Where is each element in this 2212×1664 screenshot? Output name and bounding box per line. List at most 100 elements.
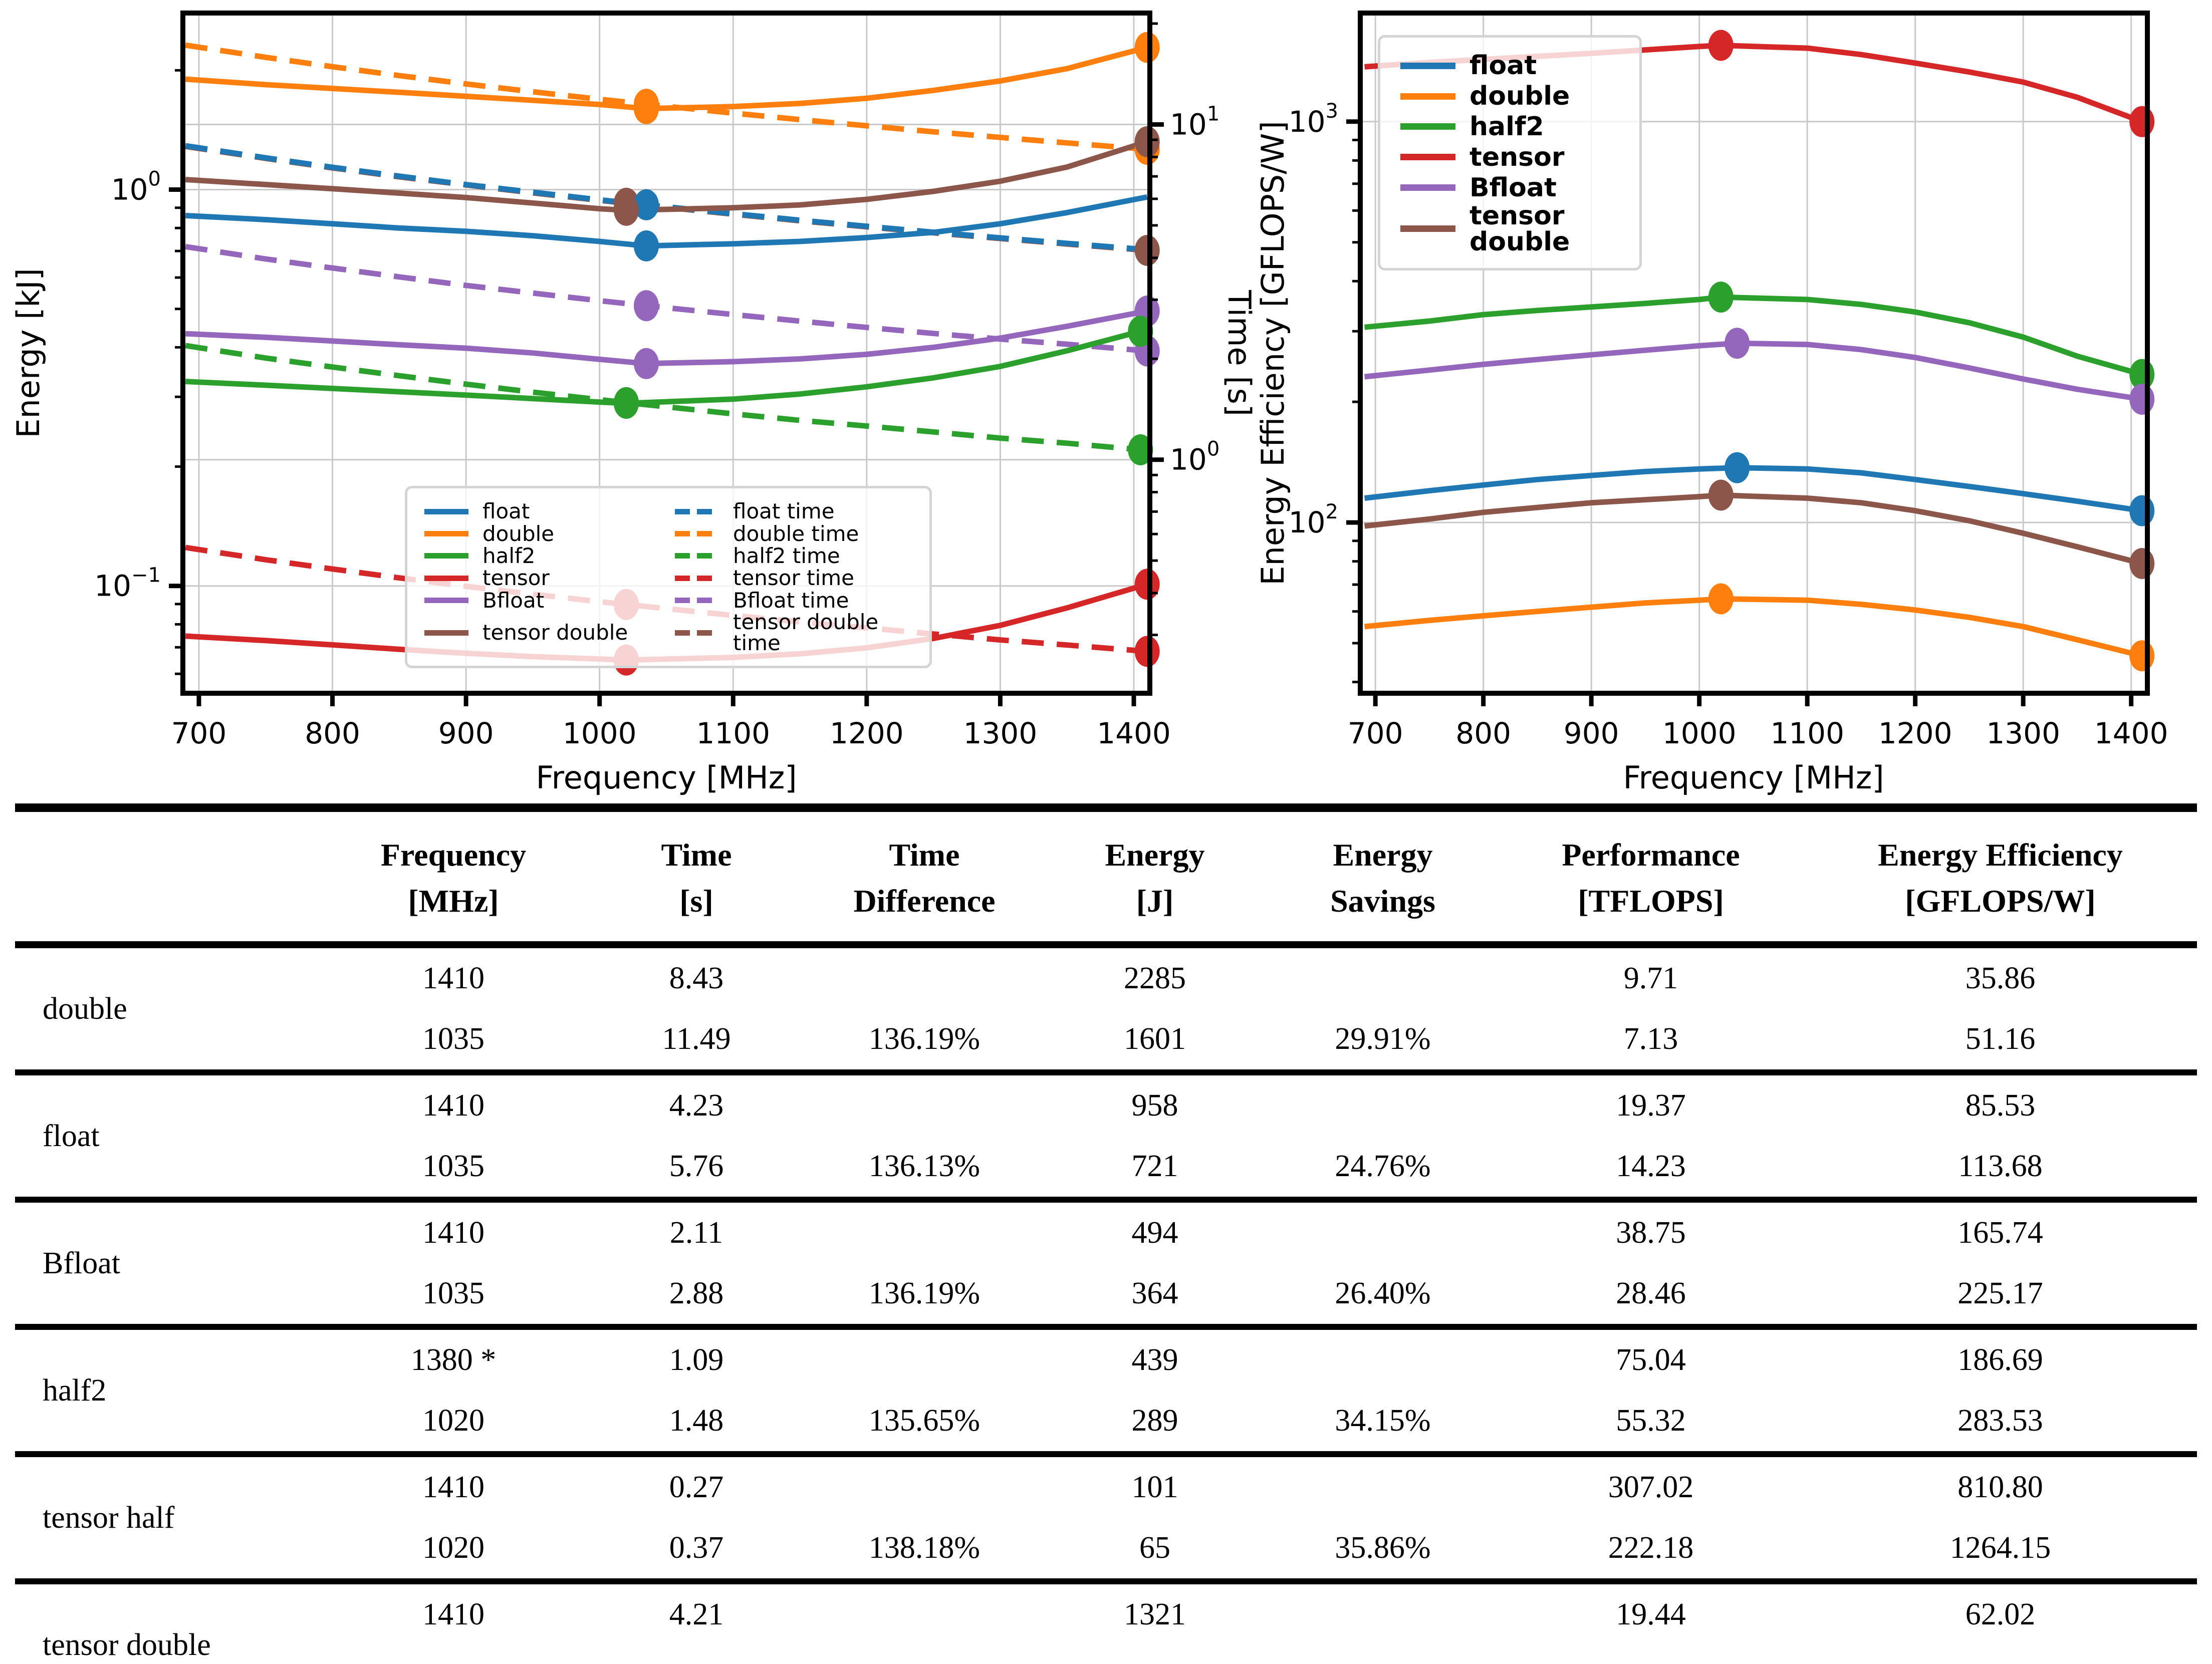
table-row: half2 1380 * 1.09 439 75.04 186.69 xyxy=(15,1327,2197,1408)
legend-entry-Bfloat: Bfloat xyxy=(424,590,675,612)
header-line: [GFLOPS/W] xyxy=(1905,883,2096,919)
table-row: double 1410 8.43 2285 9.71 35.86 xyxy=(15,945,2197,1026)
marker-tensor-double xyxy=(2129,548,2155,579)
marker-Bfloat xyxy=(2129,384,2155,415)
x-axis-label: Frequency [MHz] xyxy=(536,759,797,796)
x-tick-label: 1100 xyxy=(696,716,770,750)
table-cell: 4.23 xyxy=(669,1088,724,1123)
table-cell: 1410 xyxy=(422,961,484,995)
table-row: 10205.82138.19%88732.82%14.0792.32 xyxy=(15,1645,2197,1664)
charts-row: 700 800 900 1000 1100 1200 1300 1400 100 10−1 101 1… xyxy=(0,0,2212,802)
table-cell: 8.43 xyxy=(669,961,724,995)
x-tick-label: 900 xyxy=(438,716,494,750)
table-cell: 225.17 xyxy=(1957,1276,2043,1310)
header-line: Difference xyxy=(853,883,996,919)
plot-border xyxy=(1358,11,2150,696)
table-cell: 28.46 xyxy=(1616,1276,1686,1310)
table-cell: 5.82 xyxy=(586,1645,807,1664)
table-cell: 11.49 xyxy=(662,1022,731,1056)
y-axis-label-right: Time [s] xyxy=(1221,290,1258,416)
row-label-tensor-double: tensor double xyxy=(43,1627,211,1662)
x-tick-label: 1400 xyxy=(2094,716,2168,750)
table-cell: 222.18 xyxy=(1608,1531,1694,1565)
legend-entry-float-time: float time xyxy=(675,500,924,522)
header-line: Time xyxy=(661,837,732,873)
table-cell: 1321 xyxy=(1124,1597,1186,1631)
row-label-Bfloat: Bfloat xyxy=(43,1246,120,1280)
legend-label: float time xyxy=(733,499,835,524)
legend-entry-tensor: tensor xyxy=(424,567,675,589)
x-tick-label: 1400 xyxy=(1097,716,1171,750)
table-cell: 34.15% xyxy=(1335,1404,1431,1438)
legend-label: double time xyxy=(733,521,859,546)
series-float-time xyxy=(185,143,1148,252)
series-float xyxy=(1364,465,2142,514)
marker-half2 xyxy=(1128,316,1153,347)
table-cell: 439 xyxy=(1131,1343,1178,1377)
header-line: [TFLOPS] xyxy=(1578,883,1724,919)
table-cell: 136.19% xyxy=(868,1022,980,1056)
marker-double xyxy=(634,93,659,124)
marker-tensor-double-time xyxy=(1134,234,1160,266)
marker-double xyxy=(1134,32,1160,63)
table-cell: 4.21 xyxy=(669,1597,724,1631)
marker-tensor-double xyxy=(1134,126,1160,157)
legend-swatch-Bfloat-time xyxy=(675,598,719,604)
results-table: Frequency [MHz] Time [s] Time Difference Energ… xyxy=(15,803,2197,1664)
legend-swatch-half2 xyxy=(424,553,468,559)
table-cell: 1035 xyxy=(422,1022,484,1056)
marker-tensor-time xyxy=(1134,636,1160,667)
legend-label: half2 time xyxy=(733,543,840,568)
legend-entry-tensor-double: tensor double xyxy=(424,612,675,654)
table-row: tensor half 1410 0.27 101 307.02 810.80 xyxy=(15,1454,2197,1535)
x-tick-label: 1300 xyxy=(963,716,1038,750)
legend-entry-Bfloat: Bfloat xyxy=(1400,172,1634,203)
legend-entry-double-time: double time xyxy=(675,522,924,544)
table-cell: 1.48 xyxy=(669,1404,724,1438)
header-line: Energy Efficiency xyxy=(1878,837,2123,873)
y-axis-label: Energy [kJ] xyxy=(10,268,47,438)
legend-swatch-tensor-double xyxy=(424,630,468,636)
column-header-energy: Energy [J] xyxy=(1042,808,1268,945)
legend-swatch-tensor-time xyxy=(675,575,719,581)
table-cell xyxy=(807,1581,1042,1645)
table-cell: 19.44 xyxy=(1616,1597,1686,1631)
legend-swatch-double xyxy=(424,531,468,537)
table-cell: 35.86% xyxy=(1335,1531,1431,1565)
table-row: 1020 0.37 138.18% 65 35.86% 222.18 1264.15 xyxy=(15,1518,2197,1581)
table-cell: 2.88 xyxy=(669,1276,724,1310)
table-cell: 85.53 xyxy=(1965,1088,2036,1123)
table-cell xyxy=(807,945,1042,1009)
marker-float xyxy=(1725,452,1750,483)
x-axis-label: Frequency [MHz] xyxy=(1623,759,1884,796)
legend-label: tensor time xyxy=(733,566,855,591)
marker-Bfloat xyxy=(634,348,659,379)
table-cell: 113.68 xyxy=(1958,1149,2043,1183)
table-cell: 9.71 xyxy=(1623,961,1678,995)
legend-label: tensor double time xyxy=(733,610,879,655)
x-tick-label: 900 xyxy=(1564,716,1619,750)
table-cell: 307.02 xyxy=(1608,1470,1694,1504)
table-cell: 1410 xyxy=(422,1088,484,1123)
series-Bfloat xyxy=(185,308,1148,367)
table-cell: 7.13 xyxy=(1623,1022,1678,1056)
legend-label: float xyxy=(1469,51,1537,81)
x-tick-label: 1200 xyxy=(830,716,904,750)
legend-entry-tensor-time: tensor time xyxy=(675,567,924,589)
table-cell: 887 xyxy=(1042,1645,1268,1664)
table-cell: 101 xyxy=(1131,1470,1178,1504)
column-header-energy: Energy Savings xyxy=(1268,808,1498,945)
table-cell: 1035 xyxy=(422,1276,484,1310)
table-cell: 1020 xyxy=(422,1531,484,1565)
table-cell: 1035 xyxy=(422,1149,484,1183)
table-cell: 2.11 xyxy=(669,1216,723,1250)
legend-swatch-tensor xyxy=(424,575,468,581)
legend-swatch-Bfloat xyxy=(1400,184,1455,191)
table-row: 1035 11.49 136.19% 1601 29.91% 7.13 51.16 xyxy=(15,1009,2197,1072)
legend-label: Bfloat xyxy=(482,588,545,613)
column-header-time: Time Difference xyxy=(807,808,1042,945)
marker-half2 xyxy=(1708,282,1734,313)
legend-energy-time: float double half2 tensor Bfloat tensor doubl… xyxy=(405,486,932,668)
legend-label: tensor double xyxy=(1469,200,1570,257)
